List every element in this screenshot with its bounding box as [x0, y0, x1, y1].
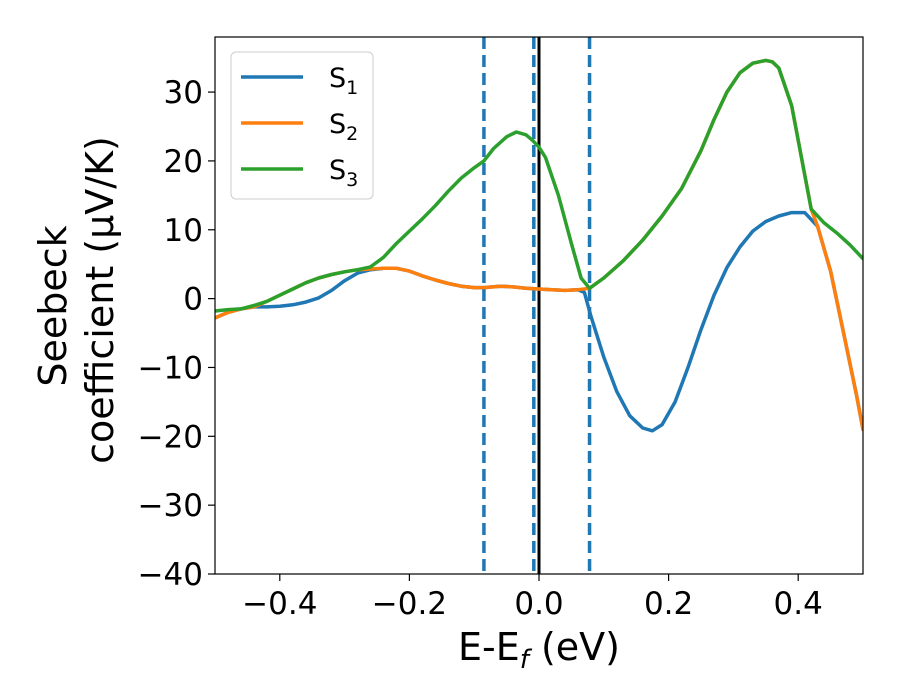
x-tick-label: −0.4: [242, 586, 317, 622]
series-line-S3: [215, 58, 863, 313]
series-lines: [215, 58, 863, 433]
y-tick-label: 30: [164, 75, 203, 111]
y-axis-title-line2: coefficient (μV/K): [78, 136, 122, 464]
y-tick-label: −30: [138, 488, 203, 524]
x-axis-title-main: E-E: [458, 625, 520, 669]
x-tick-label: 0.4: [774, 586, 823, 622]
y-tick-label: 10: [164, 213, 203, 249]
x-axis-ticks: −0.4 −0.2 0.0 0.2 0.4: [242, 574, 823, 622]
x-axis-title-rest: (eV): [529, 625, 620, 669]
reference-lines: [482, 37, 592, 574]
y-tick-label: −20: [138, 419, 203, 455]
x-tick-label: 0.0: [514, 586, 563, 622]
y-tick-label: −40: [138, 557, 203, 593]
x-tick-label: −0.2: [372, 586, 447, 622]
y-tick-label: −10: [138, 350, 203, 386]
legend-label-S2: S2: [329, 109, 358, 145]
x-axis-title: E-Ef (eV): [458, 625, 620, 675]
y-tick-label: 0: [183, 282, 203, 318]
legend-box: [230, 51, 374, 200]
x-tick-label: 0.2: [644, 586, 693, 622]
y-tick-label: 20: [164, 144, 203, 180]
y-axis-title-line1: Seebeck: [31, 225, 75, 386]
y-axis-ticks: −40 −30 −20 −10 0 10 20 30: [138, 75, 215, 593]
